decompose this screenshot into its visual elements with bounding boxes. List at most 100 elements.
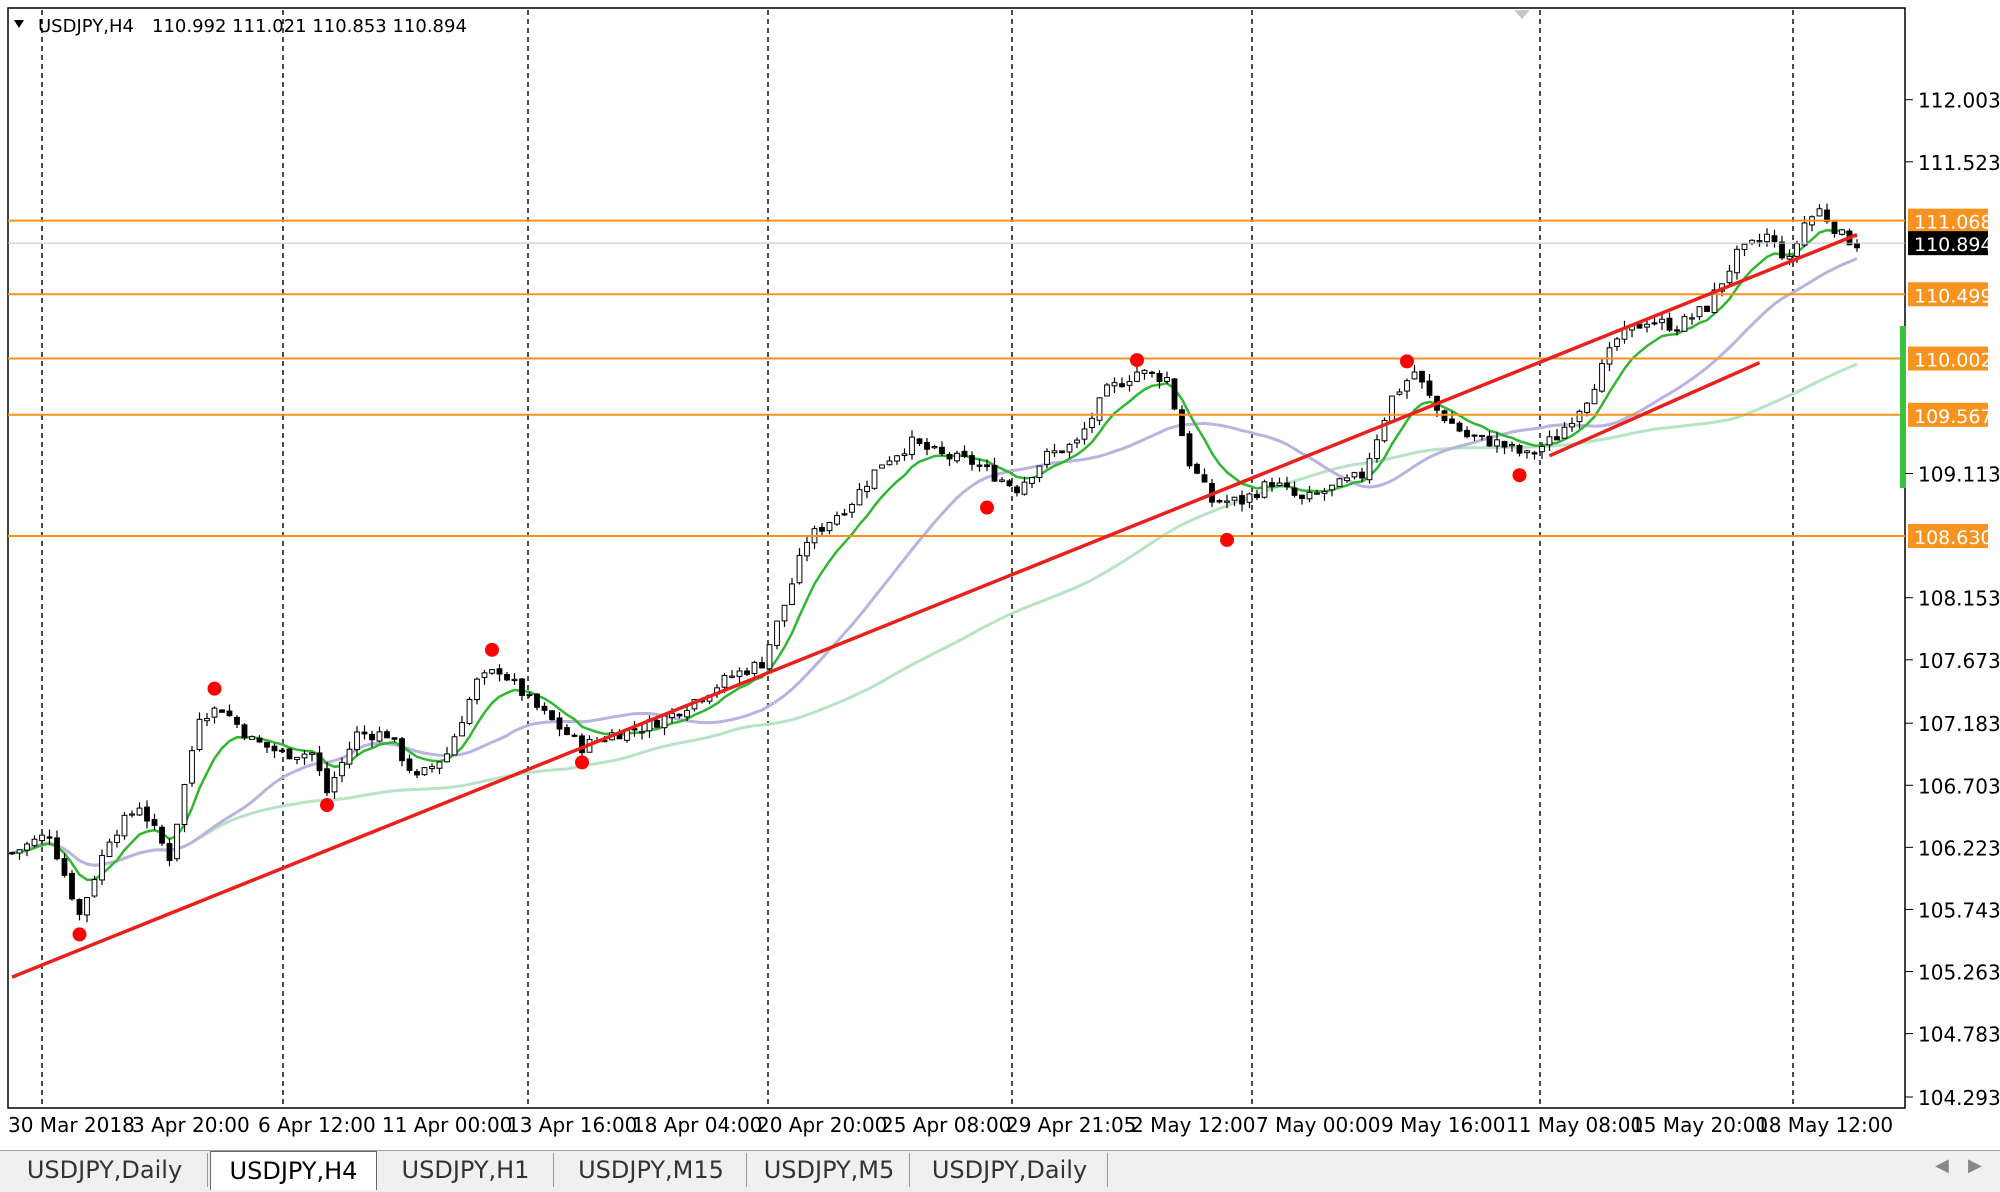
candle-body [1794, 243, 1800, 257]
x-tick-label: 3 Apr 20:00 [132, 1113, 250, 1137]
candle-body [1539, 445, 1545, 453]
candle-body [106, 841, 113, 858]
candle-body [241, 724, 248, 739]
swing-marker-5 [980, 500, 994, 515]
scroll-left-icon[interactable]: ◀ [1935, 1155, 1949, 1176]
y-tick-label: 105.263 [1918, 961, 2000, 985]
candle-body [1366, 458, 1373, 481]
candle-body [1216, 499, 1223, 503]
candle-body [849, 503, 855, 513]
candle-body [939, 446, 945, 455]
candle-body [1419, 370, 1425, 383]
candle-body [729, 675, 735, 678]
candle-body [789, 583, 795, 606]
scroll-right-icon[interactable]: ▶ [1968, 1155, 1982, 1176]
trendline-1[interactable] [1548, 361, 1761, 458]
tab-usdjpy-h4[interactable]: USDJPY,H4 [210, 1151, 377, 1190]
candle-body [1524, 450, 1530, 454]
price-chart[interactable]: 112.003 111.523 109.113 108.153 107.673 107.1… [0, 0, 2000, 1150]
candle-body [249, 736, 255, 740]
swing-marker-9 [1512, 468, 1527, 483]
candle-body [1134, 371, 1140, 382]
candle-body [99, 854, 105, 881]
candle-body [174, 823, 180, 860]
candle-body [1666, 317, 1673, 331]
candle-body [909, 436, 915, 456]
candle-body [384, 731, 390, 739]
candle-body [1224, 500, 1230, 503]
candle-body [279, 749, 285, 752]
candle-body [1689, 317, 1695, 320]
x-tick-label: 30 Mar 2018 [8, 1113, 135, 1137]
candle-body [1494, 439, 1500, 447]
candle-body [946, 454, 953, 460]
candle-body [1171, 378, 1178, 410]
candle-body [1464, 429, 1470, 438]
candle-body [549, 710, 555, 721]
candle-body [1029, 477, 1035, 484]
chart-shift-icon[interactable] [1514, 10, 1530, 19]
x-tick-label: 7 May 00:00 [1256, 1113, 1380, 1137]
swing-marker-1 [207, 681, 222, 696]
candle-body [736, 670, 743, 677]
tab-usdjpy-m15[interactable]: USDJPY,M15 [556, 1153, 747, 1187]
candle-body [1389, 395, 1395, 423]
candle-body [804, 541, 810, 557]
candle-body [1816, 208, 1823, 217]
candle-body [556, 717, 563, 730]
y-tick-label: 104.293 [1918, 1086, 2000, 1110]
trendline-0[interactable] [11, 233, 1858, 979]
candle-body [226, 710, 233, 717]
candle-body [1756, 240, 1763, 243]
candle-body [39, 834, 45, 842]
symbol-menu-icon[interactable] [14, 20, 24, 28]
candle-body [16, 849, 23, 854]
candle-body [826, 521, 833, 532]
candle-body [1119, 383, 1125, 388]
y-tick-label: 109.113 [1918, 463, 2000, 487]
candle-body [1179, 409, 1185, 437]
candle-body [129, 813, 135, 816]
candle-body [1584, 402, 1590, 413]
level-tag-label: 110.002 [1914, 350, 1993, 372]
tab-usdjpy-daily[interactable]: USDJPY,Daily [2, 1153, 208, 1187]
candle-body [1381, 419, 1388, 442]
candle-body [324, 768, 330, 794]
candle-body [1681, 316, 1688, 332]
candle-body [1456, 422, 1463, 432]
candle-body [1449, 418, 1455, 424]
candle-body [781, 604, 788, 622]
candle-body [819, 527, 825, 532]
swing-marker-3 [485, 642, 499, 657]
candle-body [204, 718, 210, 722]
candle-body [774, 620, 780, 646]
tab-usdjpy-daily-2[interactable]: USDJPY,Daily [912, 1153, 1108, 1187]
candle-body [1471, 434, 1478, 437]
chart-area[interactable]: 112.003 111.523 109.113 108.153 107.673 107.1… [0, 0, 2000, 1150]
swing-marker-0 [72, 927, 87, 942]
candle-body [159, 826, 165, 844]
candle-body [1021, 481, 1028, 495]
candle-body [1554, 436, 1560, 441]
x-tick-label: 29 Apr 21:05 [1006, 1113, 1136, 1137]
candle-body [1614, 338, 1620, 347]
candle-body [121, 814, 128, 837]
candle-body [1636, 323, 1643, 329]
x-tick-label: 13 Apr 16:00 [507, 1113, 637, 1137]
tab-usdjpy-h1[interactable]: USDJPY,H1 [378, 1153, 554, 1187]
candle-body [526, 693, 533, 697]
candle-body [339, 761, 345, 777]
ohlc-readout: 110.992 111.021 110.853 110.894 [152, 16, 467, 37]
candle-body [1606, 347, 1613, 365]
candle-body [1509, 444, 1515, 447]
candle-body [1351, 472, 1358, 478]
candle-body [1089, 417, 1095, 429]
x-tick-label: 18 Apr 04:00 [632, 1113, 762, 1137]
candle-body [1231, 496, 1238, 501]
candle-body [24, 843, 30, 851]
candle-body [1651, 322, 1658, 325]
tab-usdjpy-m5[interactable]: USDJPY,M5 [749, 1153, 910, 1187]
candle-body [579, 735, 585, 754]
x-tick-label: 9 May 16:00 [1381, 1113, 1505, 1137]
candle-body [984, 464, 990, 468]
